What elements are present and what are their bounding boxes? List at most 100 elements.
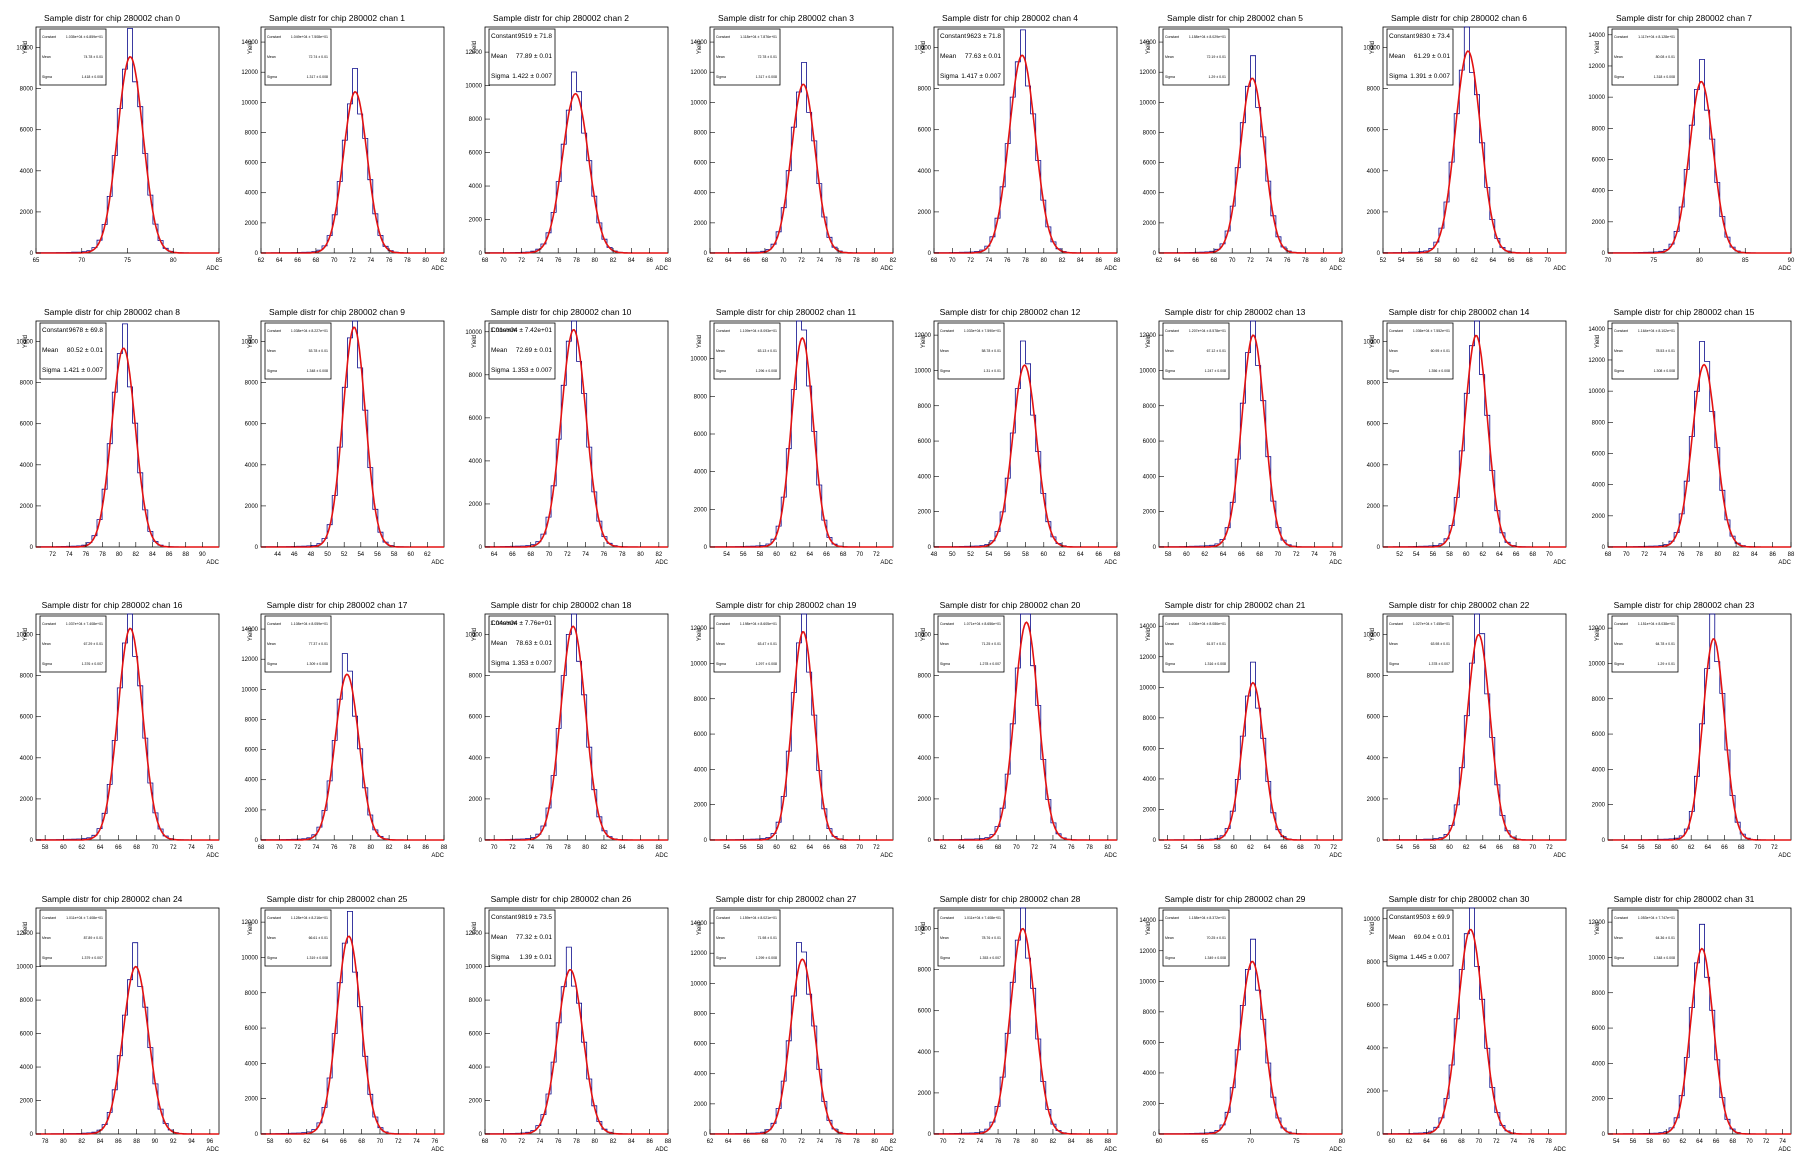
x-tick-label: 54	[1413, 552, 1420, 558]
stat-mean-label: Mean	[940, 349, 949, 353]
y-tick-label: 4000	[1142, 777, 1156, 783]
chart-title: Sample distr for chip 280002 chan 15	[1613, 307, 1754, 317]
x-tick-label: 72	[1641, 552, 1648, 558]
y-tick-label: 10000	[1363, 916, 1380, 922]
x-tick-label: 62	[1059, 552, 1066, 558]
gaussian-fit-curve	[1158, 77, 1342, 254]
stat-sigma-value: 1.29 ± 0.01	[1208, 75, 1226, 79]
y-tick-label: 0	[1601, 251, 1605, 257]
histogram-series	[709, 62, 893, 254]
chart-title: Sample distr for chip 280002 chan 14	[1389, 307, 1530, 317]
y-tick-label: 4000	[1591, 767, 1605, 773]
y-tick-label: 12000	[16, 931, 33, 937]
y-tick-label: 4000	[20, 462, 34, 468]
x-tick-label: 78	[573, 258, 580, 264]
y-tick-label: 8000	[244, 380, 258, 386]
stat-constant-label: Constant	[1165, 35, 1179, 39]
y-tick-label: 12000	[1588, 920, 1605, 926]
x-tick-label: 65	[1201, 1139, 1208, 1145]
stat-sigma-label: Sigma	[716, 369, 726, 373]
histogram-panel: Sample distr for chip 280002 chan 7 70 75 8…	[1572, 0, 1796, 280]
stat-mean-label: Mean	[267, 349, 276, 353]
x-tick-label: 64	[1263, 845, 1270, 851]
x-tick-label: 70	[1274, 552, 1281, 558]
y-tick-label: 6000	[693, 1041, 707, 1047]
histogram-svg: Sample distr for chip 280002 chan 8 72 74 7…	[16, 307, 219, 566]
stat-constant-label: Constant	[42, 916, 56, 920]
x-tick-label: 80	[871, 258, 878, 264]
x-tick-label: 76	[385, 258, 392, 264]
stat-constant-value: 1.117e+04 ± 8.128e+01	[1638, 35, 1675, 39]
x-tick-label: 76	[83, 552, 90, 558]
y-tick-label: 0	[1377, 1132, 1381, 1138]
stat-sigma-value: 1.247 ± 0.008	[1204, 369, 1225, 373]
x-tick-label: 62	[424, 552, 431, 558]
gaussian-fit-curve	[36, 965, 219, 1135]
y-tick-label: 12000	[1139, 333, 1156, 339]
x-tick-label: 74	[816, 258, 823, 264]
x-tick-label: 68	[761, 258, 768, 264]
gaussian-fit-curve	[1158, 333, 1342, 548]
stat-sigma-label: Sigma	[1389, 369, 1399, 373]
stat-mean-value: 77.37 ± 0.01	[308, 642, 327, 646]
stat-mean-value: 72.78 ± 0.01	[757, 55, 776, 59]
x-tick-label: 78	[564, 845, 571, 851]
x-tick-label: 70	[491, 845, 498, 851]
y-tick-label: 0	[928, 1132, 932, 1138]
x-tick-label: 80	[1714, 552, 1721, 558]
y-axis-label: Yield	[23, 335, 29, 348]
x-tick-label: 68	[1604, 552, 1611, 558]
x-tick-label: 70	[1746, 1139, 1753, 1145]
histogram-panel: Sample distr for chip 280002 chan 2 68 70 7…	[449, 0, 673, 280]
x-tick-label: 84	[149, 552, 156, 558]
chart-title: Sample distr for chip 280002 chan 10	[491, 307, 632, 317]
y-tick-label: 2000	[1142, 221, 1156, 227]
chart-title: Sample distr for chip 280002 chan 30	[1389, 894, 1530, 904]
y-tick-label: 6000	[469, 715, 483, 721]
stat-mean-value: 78.76 ± 0.01	[982, 936, 1001, 940]
chart-title: Sample distr for chip 280002 chan 22	[1389, 600, 1530, 610]
histogram-panel: Sample distr for chip 280002 chan 27 62 64…	[674, 881, 898, 1161]
y-tick-label: 10000	[16, 339, 33, 345]
x-axis-label: ADC	[431, 1147, 444, 1153]
y-tick-label: 6000	[918, 439, 932, 445]
y-tick-label: 0	[254, 251, 258, 257]
x-tick-label: 70	[1529, 845, 1536, 851]
x-tick-label: 74	[1050, 845, 1057, 851]
histogram-panel: Sample distr for chip 280002 chan 10 64 66…	[449, 294, 673, 574]
chart-title: Sample distr for chip 280002 chan 25	[266, 894, 407, 904]
histogram-panel: Sample distr for chip 280002 chan 5 62 64 6…	[1123, 0, 1347, 280]
histogram-svg: Sample distr for chip 280002 chan 11 54 56…	[690, 307, 893, 566]
y-tick-label: 8000	[244, 717, 258, 723]
x-tick-label: 60	[1446, 845, 1453, 851]
x-tick-label: 80	[637, 552, 644, 558]
x-tick-label: 54	[1398, 258, 1405, 264]
y-axis-label: Yield	[697, 922, 703, 935]
x-tick-label: 74	[816, 1139, 823, 1145]
x-tick-label: 80	[1338, 1139, 1345, 1145]
chart-title: Sample distr for chip 280002 chan 0	[44, 13, 180, 23]
y-tick-label: 10000	[465, 329, 482, 335]
x-tick-label: 62	[706, 1139, 713, 1145]
y-tick-label: 4000	[1142, 474, 1156, 480]
x-tick-label: 74	[1510, 1139, 1517, 1145]
x-tick-label: 56	[1197, 845, 1204, 851]
stat-constant-value: 1.036e+04 ± 7.552e+01	[1413, 329, 1450, 333]
x-tick-label: 68	[1297, 845, 1304, 851]
y-tick-label: 14000	[241, 627, 258, 633]
x-tick-label: 70	[500, 1139, 507, 1145]
histogram-panel: Sample distr for chip 280002 chan 29 60 65…	[1123, 881, 1347, 1161]
x-tick-label: 76	[1004, 258, 1011, 264]
stat-mean-label: Mean	[716, 349, 725, 353]
stat-sigma-label: Sigma	[1165, 75, 1175, 79]
x-tick-label: 56	[1416, 258, 1423, 264]
stat-sigma-value: 1.318 ± 0.008	[1653, 75, 1674, 79]
chart-title: Sample distr for chip 280002 chan 4	[942, 13, 1078, 23]
histogram-svg: Sample distr for chip 280002 chan 18 70 72…	[465, 600, 668, 859]
y-axis-label: Yield	[1595, 335, 1601, 348]
stat-sigma-value: 1.316 ± 0.008	[1204, 662, 1225, 666]
stat-mean-label: Mean	[1389, 934, 1406, 941]
y-tick-label: 6000	[918, 1008, 932, 1014]
histogram-panel: Sample distr for chip 280002 chan 4 68 70 7…	[898, 0, 1122, 280]
x-tick-label: 68	[1256, 552, 1263, 558]
